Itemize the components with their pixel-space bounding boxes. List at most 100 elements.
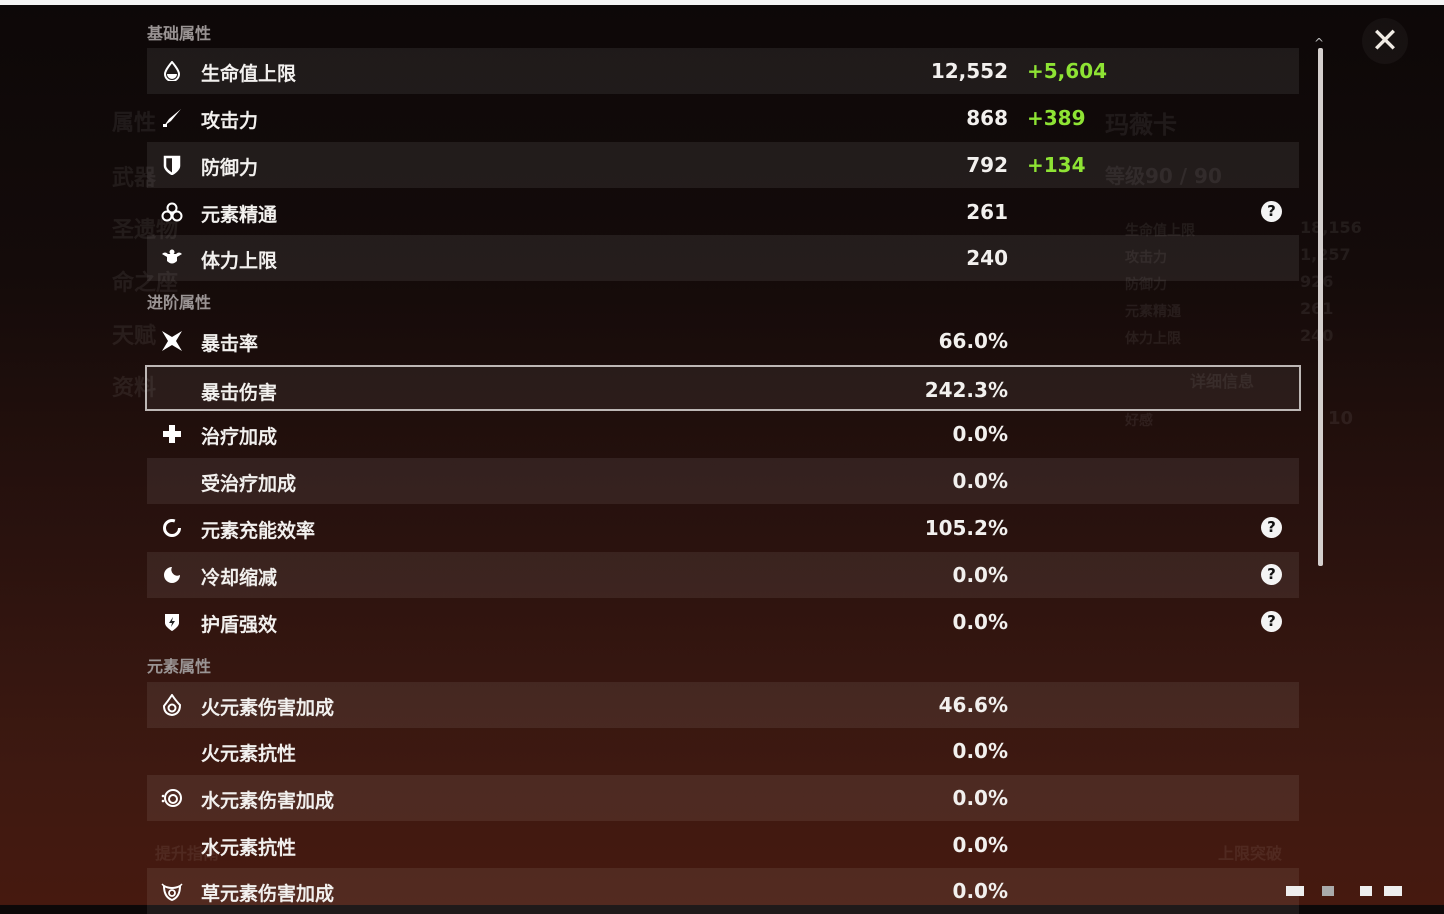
details-button: 详细信息 [1190, 372, 1255, 391]
stat-bonus: +134 [1027, 153, 1086, 177]
background-menu-item: 资料 [112, 376, 157, 401]
stamina-icon [161, 247, 183, 269]
stat-value: 0.0% [952, 786, 1008, 810]
section-title: 进阶属性 [147, 293, 212, 312]
side-stat-label: 攻击力 [1125, 250, 1167, 266]
stat-label: 治疗加成 [201, 426, 278, 448]
stat-label: 护盾强效 [201, 614, 278, 636]
watermark-pixel [1286, 886, 1304, 896]
stat-value: 0.0% [952, 422, 1008, 446]
stat-label: 生命值上限 [201, 63, 297, 85]
section-title: 元素属性 [147, 657, 212, 676]
stat-value: 0.0% [952, 879, 1008, 903]
background-menu-item: 天赋 [112, 324, 157, 349]
stat-label: 水元素抗性 [201, 837, 297, 859]
stat-value: 0.0% [952, 469, 1008, 493]
help-icon[interactable]: ? [1261, 564, 1282, 585]
shield-strength-icon [161, 611, 183, 633]
character-level: 等级90 / 90 [1105, 164, 1222, 188]
close-icon: ✕ [1370, 21, 1400, 61]
background-menu-item: 属性 [112, 111, 157, 136]
character-name: 玛薇卡 [1105, 111, 1177, 139]
hp-drop-icon [161, 60, 183, 82]
help-icon[interactable]: ? [1261, 611, 1282, 632]
stat-row[interactable]: 护盾强效 0.0%? [147, 599, 1299, 645]
stat-value: 868 [966, 106, 1008, 130]
stat-value: 792 [966, 153, 1008, 177]
background-menu-item: 武器 [112, 166, 157, 191]
improve-guide-button: 提升指南 [155, 844, 220, 863]
watermark-pixel [1384, 886, 1402, 896]
breakthrough-button: 上限突破 [1218, 844, 1283, 863]
crit-rate-icon [161, 330, 183, 352]
stat-bonus: +389 [1027, 106, 1086, 130]
section-title: 基础属性 [147, 24, 212, 43]
stat-label: 元素精通 [201, 204, 278, 226]
pyro-icon [161, 694, 183, 716]
stat-label: 元素充能效率 [201, 520, 316, 542]
stat-label: 火元素伤害加成 [201, 697, 335, 719]
side-stat-value: 261 [1300, 299, 1334, 318]
stat-label: 火元素抗性 [201, 743, 297, 765]
hydro-icon [161, 787, 183, 809]
stat-row[interactable]: 体力上限 240 [147, 235, 1299, 281]
stat-row[interactable]: 攻击力 868 +389 [147, 95, 1299, 141]
stat-value: 242.3% [924, 378, 1008, 402]
side-stat-label: 生命值上限 [1125, 223, 1195, 239]
help-icon[interactable]: ? [1261, 517, 1282, 538]
side-stat-value: 1,257 [1300, 245, 1351, 264]
stat-row[interactable]: 暴击率 66.0% [147, 318, 1299, 364]
friendship-label: 好感 [1125, 413, 1153, 429]
window-top-edge [0, 0, 1444, 5]
watermark-pixel [1360, 886, 1372, 896]
stat-label: 水元素伤害加成 [201, 790, 335, 812]
elemental-mastery-icon [161, 201, 183, 223]
stat-value: 0.0% [952, 833, 1008, 857]
background-menu-item: 命之座 [112, 271, 179, 296]
stat-row[interactable]: 水元素伤害加成 0.0% [147, 775, 1299, 821]
dendro-icon [161, 880, 183, 902]
stat-value: 46.6% [938, 693, 1008, 717]
scrollbar[interactable] [1318, 48, 1323, 566]
stat-value: 66.0% [938, 329, 1008, 353]
stat-label: 攻击力 [201, 110, 259, 132]
side-stat-value: 240 [1300, 326, 1334, 345]
stat-label: 防御力 [201, 157, 259, 179]
stat-value: 105.2% [924, 516, 1008, 540]
stat-label: 暴击伤害 [201, 382, 278, 404]
side-stat-label: 防御力 [1125, 277, 1167, 293]
side-stat-label: 体力上限 [1125, 331, 1181, 347]
stat-row[interactable]: 生命值上限 12,552 +5,604 [147, 48, 1299, 94]
stat-row[interactable]: 受治疗加成 0.0% [147, 458, 1299, 504]
cooldown-icon [161, 564, 183, 586]
side-stat-value: 18,156 [1300, 218, 1362, 237]
stat-label: 冷却缩减 [201, 567, 278, 589]
stat-label: 暴击率 [201, 333, 259, 355]
background-menu-item: 圣遗物 [112, 218, 179, 243]
healing-cross-icon [161, 423, 183, 445]
stat-value: 12,552 [930, 59, 1008, 83]
shield-icon [161, 154, 183, 176]
close-button[interactable]: ✕ [1362, 18, 1408, 64]
watermark-pixel [1322, 886, 1334, 896]
sword-icon [161, 107, 183, 129]
stat-row[interactable]: 水元素抗性 0.0% [147, 822, 1299, 868]
stat-bonus: +5,604 [1027, 59, 1108, 83]
stat-row[interactable]: 草元素伤害加成 0.0% [147, 868, 1299, 914]
stat-row[interactable]: 暴击伤害 242.3% [145, 365, 1301, 411]
stat-row[interactable]: 冷却缩减 0.0%? [147, 552, 1299, 598]
stat-label: 受治疗加成 [201, 473, 297, 495]
scroll-up-icon[interactable]: ^ [1314, 36, 1325, 50]
stat-row[interactable]: 元素充能效率 105.2%? [147, 505, 1299, 551]
stat-row[interactable]: 治疗加成 0.0% [147, 411, 1299, 457]
stat-value: 261 [966, 200, 1008, 224]
stat-row[interactable]: 火元素抗性 0.0% [147, 728, 1299, 774]
help-icon[interactable]: ? [1261, 201, 1282, 222]
stat-row[interactable]: 元素精通 261? [147, 189, 1299, 235]
stat-label: 草元素伤害加成 [201, 883, 335, 905]
stat-row[interactable]: 火元素伤害加成 46.6% [147, 682, 1299, 728]
stat-row[interactable]: 防御力 792 +134 [147, 142, 1299, 188]
stat-label: 体力上限 [201, 250, 278, 272]
side-stat-value: 926 [1300, 272, 1334, 291]
stat-value: 0.0% [952, 739, 1008, 763]
